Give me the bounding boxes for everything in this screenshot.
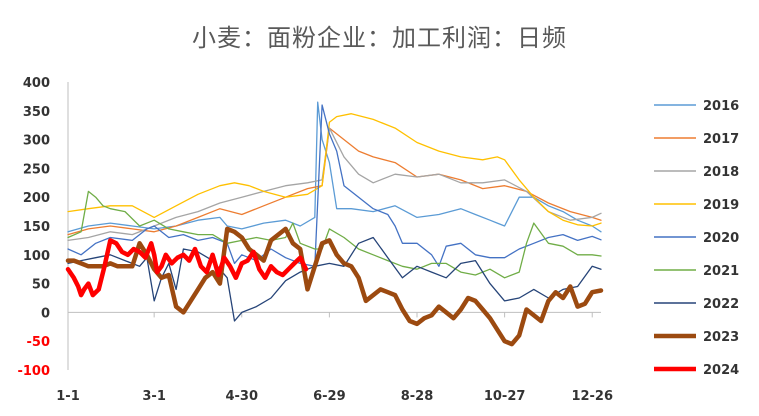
legend-label-2017: 2017	[703, 132, 739, 147]
y-tick-label: 50	[32, 278, 50, 293]
y-tick-label: 300	[23, 134, 50, 149]
x-tick-label: 1-1	[56, 389, 80, 404]
series-line-2020	[67, 104, 602, 267]
x-tick-label: 6-29	[313, 389, 346, 404]
y-tick-label: -50	[27, 335, 51, 350]
legend-label-2016: 2016	[703, 99, 739, 114]
series-line-2024	[65, 238, 309, 298]
legend-label-2018: 2018	[703, 165, 739, 180]
legend-label-2021: 2021	[703, 264, 739, 279]
x-tick-label: 12-26	[571, 389, 613, 404]
y-tick-label: -100	[17, 364, 50, 379]
series-layer	[65, 101, 604, 347]
series-line-2018	[67, 127, 602, 242]
x-tick-label: 3-1	[142, 389, 166, 404]
series-line-2017	[67, 127, 602, 236]
legend-label-2023: 2023	[703, 330, 739, 345]
y-tick-label: 100	[23, 249, 50, 264]
x-tick-label: 10-27	[484, 389, 526, 404]
y-tick-label: 250	[23, 162, 50, 177]
y-tick-label: 0	[41, 306, 50, 321]
x-tick-label: 4-30	[225, 389, 258, 404]
x-tick-label: 8-28	[401, 389, 434, 404]
legend-label-2020: 2020	[703, 231, 739, 246]
series-line-2019	[67, 113, 602, 227]
y-tick-label: 350	[23, 105, 50, 120]
legend-label-2024: 2024	[703, 363, 739, 378]
y-tick-label: 200	[23, 191, 50, 206]
chart-axes: -100 -50 0 50 100 150 200 250 300 350 400 1-1 3-1 4-3…	[17, 76, 613, 404]
y-tick-label: 400	[23, 76, 50, 91]
legend-label-2022: 2022	[703, 297, 739, 312]
chart-title: 小麦：面粉企业：加工利润：日频	[192, 24, 567, 52]
y-tick-label: 150	[23, 220, 50, 235]
legend: 2016 2017 2018 2019 2020 2021 2022 2023 2024	[654, 99, 739, 378]
series-line-2016	[67, 101, 602, 233]
legend-label-2019: 2019	[703, 198, 739, 213]
